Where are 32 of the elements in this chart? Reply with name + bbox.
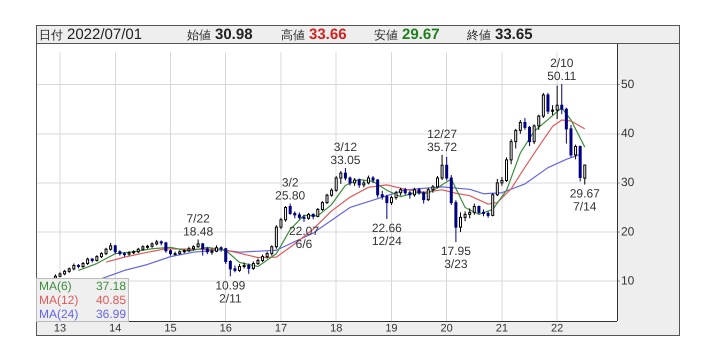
x-tick-label: 15: [164, 322, 177, 335]
x-tick-label: 18: [330, 322, 342, 335]
text: 始値 30.98: [187, 26, 253, 43]
y-tick-label: 40: [621, 126, 635, 140]
x-tick-label: 20: [440, 322, 453, 335]
text: MA(12) 40.85: [39, 293, 126, 307]
annotation: 12/27 35.72: [427, 126, 458, 154]
x-tick-label: 16: [220, 322, 232, 335]
x-tick-label: 22: [551, 322, 564, 335]
x-tick-label: 19: [385, 322, 398, 335]
annotation: 22.66 12/24: [372, 220, 402, 248]
text: 高値 33.66: [281, 26, 347, 43]
annotation: 29.67 7/14: [570, 186, 600, 214]
x-tick-label: 21: [496, 322, 508, 335]
text: 終値 33.65: [467, 26, 533, 43]
annotation: 2/10 50.11: [547, 56, 577, 84]
y-tick-label: 50: [621, 76, 635, 91]
annotation: 10.99 2/11: [215, 278, 246, 306]
y-tick-label: 30: [621, 175, 635, 190]
x-tick-label: 17: [274, 322, 288, 335]
text: MA(24) 36.99: [39, 307, 126, 321]
text: 日付 2022/07/01: [39, 26, 142, 43]
y-tick-label: 20: [621, 224, 635, 238]
text: MA(6) 37.18: [39, 279, 126, 293]
x-tick-label: 13: [54, 322, 66, 335]
annotation: 3/2 25.80: [275, 176, 306, 203]
y-tick-label: 10: [621, 274, 635, 288]
x-tick-label: 14: [109, 322, 122, 335]
annotation: 3/12 33.05: [330, 140, 361, 167]
text: 安値 29.67: [374, 26, 440, 43]
annotation: 7/22 18.48: [183, 212, 214, 239]
annotation: 17.95 3/23: [440, 244, 472, 272]
